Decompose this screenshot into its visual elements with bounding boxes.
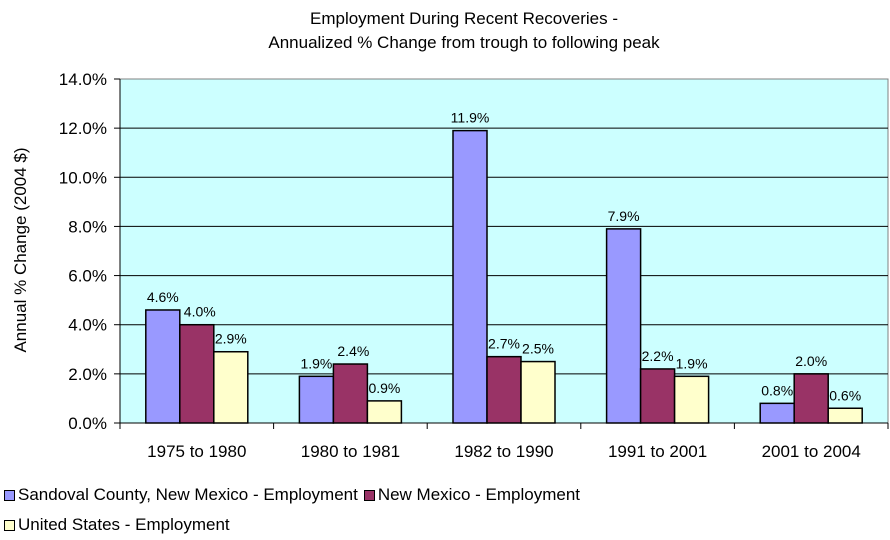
legend-item: Sandoval County, New Mexico - Employment <box>4 485 358 505</box>
y-tick-label: 4.0% <box>68 316 107 335</box>
data-label: 2.4% <box>337 343 369 359</box>
y-tick-label: 0.0% <box>68 414 107 433</box>
data-label: 2.9% <box>215 331 247 347</box>
legend-row: Sandoval County, New Mexico - Employment… <box>4 480 884 510</box>
bar <box>520 360 556 424</box>
data-label: 4.6% <box>147 289 179 305</box>
bar <box>486 355 522 424</box>
bar <box>179 323 215 424</box>
x-tick-label: 1975 to 1980 <box>147 442 246 461</box>
y-tick-label: 2.0% <box>68 365 107 384</box>
data-label: 4.0% <box>184 304 216 320</box>
bar-chart: Employment During Recent Recoveries - An… <box>11 9 889 461</box>
bar <box>332 363 369 424</box>
bar <box>673 375 710 424</box>
y-tick-label: 12.0% <box>59 119 107 138</box>
data-label: 0.9% <box>368 380 400 396</box>
legend-row: United States - Employment <box>4 510 884 540</box>
legend-label: United States - Employment <box>18 515 230 534</box>
legend-swatch <box>4 489 15 501</box>
data-label: 11.9% <box>451 110 490 126</box>
bar <box>366 400 403 424</box>
data-label: 2.5% <box>522 341 554 357</box>
legend-swatch <box>363 489 375 501</box>
legend-item: United States - Employment <box>4 515 230 535</box>
x-tick-label: 1991 to 2001 <box>608 442 707 461</box>
chart-title-line-1: Employment During Recent Recoveries - <box>310 9 618 28</box>
legend: Sandoval County, New Mexico - Employment… <box>4 480 884 540</box>
data-label: 0.6% <box>829 387 861 403</box>
y-tick-label: 14.0% <box>59 70 107 89</box>
legend-label: New Mexico - Employment <box>377 485 580 504</box>
data-label: 2.2% <box>642 348 674 364</box>
x-tick-label: 1980 to 1981 <box>301 442 400 461</box>
y-tick-label: 6.0% <box>68 267 107 286</box>
y-axis-title: Annual % Change (2004 $) <box>11 147 30 352</box>
legend-item: New Mexico - Employment <box>363 485 580 505</box>
data-label: 1.9% <box>300 355 332 371</box>
x-tick-label: 1982 to 1990 <box>454 442 553 461</box>
bar <box>827 407 863 424</box>
data-label: 2.7% <box>488 336 520 352</box>
bar <box>145 309 181 424</box>
y-tick-label: 8.0% <box>68 217 107 236</box>
bar <box>793 373 829 424</box>
bar <box>759 402 795 424</box>
chart-title-line-2: Annualized % Change from trough to follo… <box>268 33 660 52</box>
bar <box>213 350 249 424</box>
data-label: 2.0% <box>795 353 827 369</box>
y-tick-label: 10.0% <box>59 168 107 187</box>
legend-label: Sandoval County, New Mexico - Employment <box>18 485 358 504</box>
data-label: 1.9% <box>676 355 708 371</box>
bar <box>605 228 642 424</box>
legend-swatch <box>4 519 15 531</box>
bar <box>452 129 488 424</box>
data-label: 7.9% <box>608 208 640 224</box>
bar <box>298 375 335 424</box>
x-tick-label: 2001 to 2004 <box>762 442 861 461</box>
data-label: 0.8% <box>761 382 793 398</box>
bar <box>639 368 676 424</box>
